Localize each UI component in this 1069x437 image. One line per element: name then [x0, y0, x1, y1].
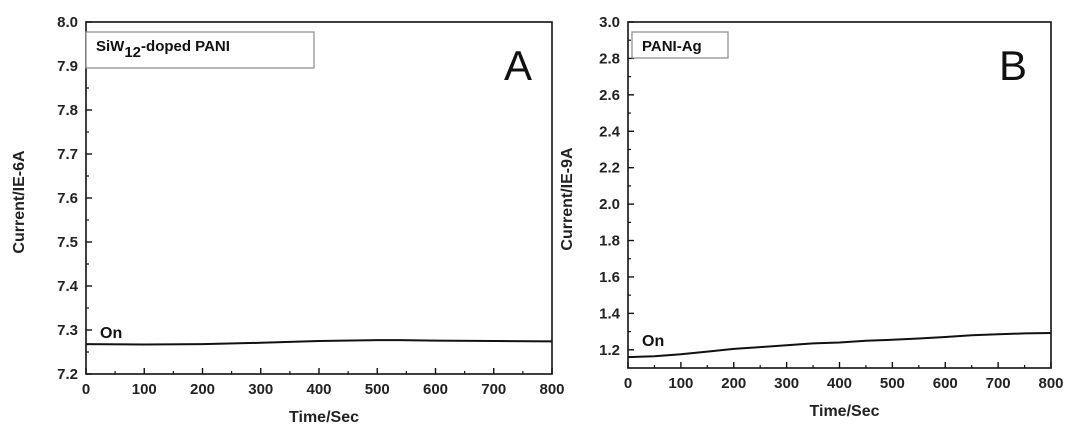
chart-a-x-axis-title: Time/Sec [289, 409, 359, 426]
chart-a-panel-letter: A [504, 42, 532, 89]
chart-a-y-tick-label: 7.6 [57, 190, 78, 207]
chart-b-x-tick-label: 200 [721, 375, 746, 392]
chart-a-y-tick-label: 7.7 [57, 146, 78, 163]
chart-b-y-tick-label: 1.4 [599, 305, 621, 322]
chart-a-x-tick-label: 200 [190, 381, 215, 398]
chart-b-y-tick-label: 2.2 [599, 160, 620, 177]
chart-b-y-tick-label: 1.6 [599, 269, 620, 286]
chart-b-y-tick-label: 2.6 [599, 87, 620, 104]
chart-b-panel-letter: B [999, 42, 1027, 89]
chart-b-y-tick-label: 2.8 [599, 50, 620, 67]
chart-b-y-tick-label: 2.4 [599, 123, 621, 140]
chart-a-series-line [85, 339, 553, 346]
chart-a-y-tick-label: 8.0 [57, 14, 78, 31]
chart-b-y-axis-title: Current/IE-9A [559, 147, 576, 251]
chart-b-series-line [627, 332, 1052, 359]
chart-panel-b: 0 100 200 300 400 500 600 700 800 1.2 1.4 1.6 1.8 2.0… [559, 14, 1064, 420]
chart-a-x-tick-label: 100 [132, 381, 157, 398]
chart-a-y-tick-label: 7.5 [57, 234, 78, 251]
chart-b-legend-label: PANI-Ag [642, 38, 702, 55]
chart-a-x-tick-label: 700 [481, 381, 506, 398]
chart-a-plot-frame [85, 21, 553, 375]
chart-b-annotation-on: On [642, 333, 664, 350]
chart-a-x-tick-label: 0 [82, 381, 90, 398]
chart-b-x-tick-label: 700 [986, 375, 1011, 392]
chart-a-x-tick-label: 500 [365, 381, 390, 398]
chart-b-plot-frame [627, 21, 1052, 369]
chart-b-x-tick-label: 600 [933, 375, 958, 392]
chart-a-y-tick-label: 7.2 [57, 366, 78, 383]
chart-b-legend-box [631, 31, 729, 59]
chart-a-x-tick-label: 400 [306, 381, 331, 398]
chart-a-x-tick-label: 300 [248, 381, 273, 398]
chart-a-x-tick-label: 600 [423, 381, 448, 398]
chart-a-y-axis-title: Current/IE-6A [11, 150, 28, 254]
chart-a-y-tick-label: 7.4 [57, 278, 79, 295]
chart-a-x-tick-label: 800 [539, 381, 564, 398]
chart-b-x-tick-label: 400 [827, 375, 852, 392]
chart-b-y-tick-label: 1.2 [599, 342, 620, 359]
chart-panel-a: 0 100 200 300 400 500 600 700 800 7.2 7.3 7.4 7.5 7.6… [11, 14, 565, 426]
chart-b-x-axis-title: Time/Sec [810, 403, 880, 420]
chart-b-x-tick-label: 100 [668, 375, 693, 392]
chart-b-x-tick-label: 500 [880, 375, 905, 392]
chart-b-y-tick-label: 1.8 [599, 233, 620, 250]
chart-a-y-tick-label: 7.8 [57, 102, 78, 119]
chart-a-legend-label: SiW12-doped PANI [96, 38, 230, 61]
chart-a-annotation-on: On [100, 325, 122, 342]
chart-b-y-tick-label: 2.0 [599, 196, 620, 213]
chart-a-y-tick-label: 7.3 [57, 322, 78, 339]
chart-a-legend-box [85, 31, 315, 69]
chart-b-x-tick-label: 0 [624, 375, 632, 392]
chart-b-x-tick-label: 800 [1038, 375, 1063, 392]
chart-b-x-tick-label: 300 [774, 375, 799, 392]
chart-b-y-tick-label: 3.0 [599, 14, 620, 31]
chart-a-y-tick-label: 7.9 [57, 58, 78, 75]
